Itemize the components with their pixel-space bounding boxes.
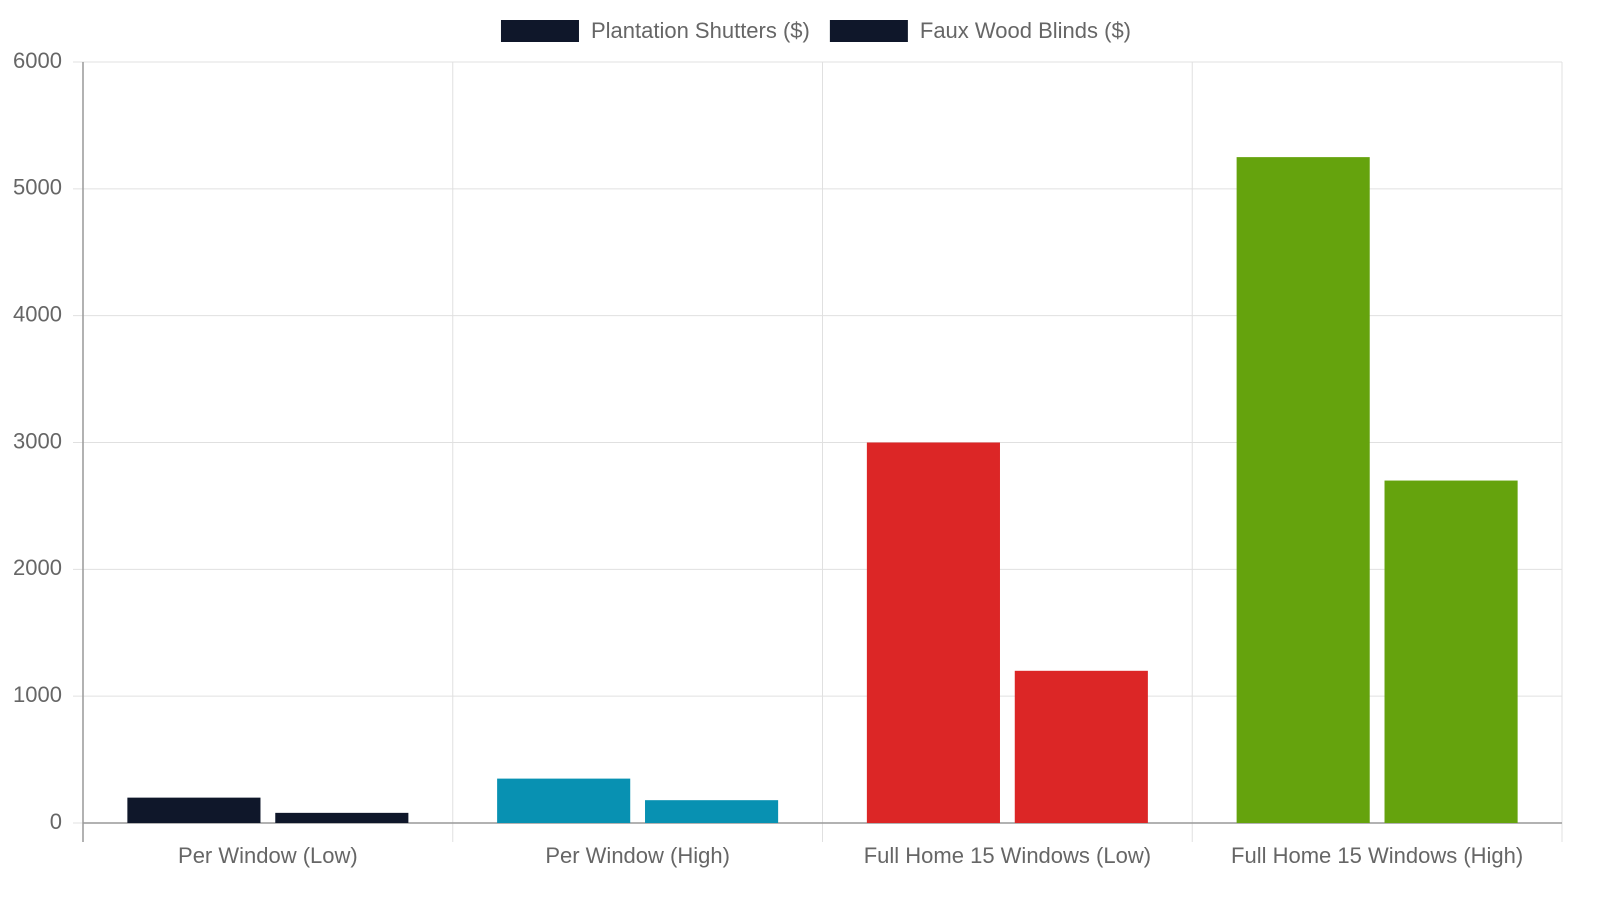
bar <box>1384 480 1518 823</box>
y-tick-label: 4000 <box>13 301 62 326</box>
y-tick-label: 1000 <box>13 682 62 707</box>
y-tick-label: 0 <box>50 809 62 834</box>
y-tick-label: 5000 <box>13 175 62 200</box>
bar <box>645 800 779 823</box>
y-tick-label: 2000 <box>13 555 62 580</box>
bar <box>1014 670 1148 823</box>
bar <box>1236 157 1370 823</box>
legend-swatch <box>829 20 908 42</box>
bar <box>127 797 261 823</box>
x-tick-label: Per Window (High) <box>545 843 730 868</box>
legend-swatch <box>500 20 579 42</box>
bar <box>866 442 1000 823</box>
legend-label: Faux Wood Blinds ($) <box>920 18 1131 43</box>
x-tick-label: Full Home 15 Windows (High) <box>1231 843 1523 868</box>
x-tick-label: Full Home 15 Windows (Low) <box>864 843 1151 868</box>
y-tick-label: 6000 <box>13 48 62 73</box>
bar <box>497 778 631 823</box>
legend: Plantation Shutters ($) Faux Wood Blinds … <box>500 18 1131 43</box>
y-tick-label: 3000 <box>13 428 62 453</box>
bar <box>275 812 409 823</box>
legend-label: Plantation Shutters ($) <box>591 18 810 43</box>
x-tick-label: Per Window (Low) <box>178 843 358 868</box>
